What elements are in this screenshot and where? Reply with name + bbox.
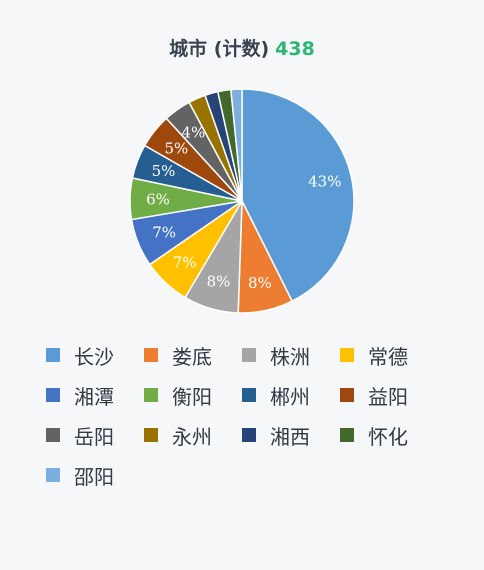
legend-label: 常德 xyxy=(368,344,408,369)
legend-swatch xyxy=(46,388,60,402)
legend-swatch xyxy=(46,468,60,482)
legend-swatch xyxy=(340,388,354,402)
legend-label: 湘西 xyxy=(270,424,310,449)
legend-label: 长沙 xyxy=(74,344,114,369)
slice-data-label-3: 8% xyxy=(207,273,231,291)
legend-swatch xyxy=(340,428,354,442)
legend-label: 郴州 xyxy=(270,384,310,409)
pie-slice-1[interactable] xyxy=(241,88,355,303)
legend-label: 湘潭 xyxy=(74,384,114,409)
legend-item-7[interactable]: 郴州 xyxy=(242,378,310,412)
legend-item-1[interactable]: 长沙 xyxy=(46,338,114,372)
legend-swatch xyxy=(144,348,158,362)
legend-item-13[interactable]: 邵阳 xyxy=(46,458,114,492)
legend-swatch xyxy=(340,348,354,362)
legend-label: 株洲 xyxy=(270,344,310,369)
legend-swatch xyxy=(46,348,60,362)
legend-swatch xyxy=(242,348,256,362)
legend-item-9[interactable]: 岳阳 xyxy=(46,418,114,452)
legend-item-11[interactable]: 湘西 xyxy=(242,418,310,452)
legend-item-8[interactable]: 益阳 xyxy=(340,378,408,412)
legend-swatch xyxy=(46,428,60,442)
slice-data-label-7: 5% xyxy=(152,162,176,180)
slice-data-label-4: 7% xyxy=(173,253,197,271)
chart-title-count: 438 xyxy=(275,38,315,60)
legend-item-2[interactable]: 娄底 xyxy=(144,338,212,372)
slice-data-label-1: 43% xyxy=(308,172,341,190)
legend-label: 娄底 xyxy=(172,344,212,369)
pie-slice-13[interactable] xyxy=(230,88,243,202)
legend-item-4[interactable]: 常德 xyxy=(340,338,408,372)
legend-swatch xyxy=(144,388,158,402)
legend-item-3[interactable]: 株洲 xyxy=(242,338,310,372)
legend-item-6[interactable]: 衡阳 xyxy=(144,378,212,412)
legend-item-12[interactable]: 怀化 xyxy=(340,418,408,452)
legend-swatch xyxy=(144,428,158,442)
slice-data-label-2: 8% xyxy=(248,274,272,292)
legend-swatch xyxy=(242,388,256,402)
slice-data-label-8: 5% xyxy=(165,140,189,158)
legend-item-5[interactable]: 湘潭 xyxy=(46,378,114,412)
legend-label: 邵阳 xyxy=(74,464,114,489)
slice-data-label-5: 7% xyxy=(152,224,176,242)
legend-label: 永州 xyxy=(172,424,212,449)
legend-swatch xyxy=(242,428,256,442)
chart-title: 城市 (计数) 438 xyxy=(0,34,484,61)
legend-label: 岳阳 xyxy=(74,424,114,449)
legend-label: 衡阳 xyxy=(172,384,212,409)
legend-label: 益阳 xyxy=(368,384,408,409)
slice-data-label-9: 4% xyxy=(182,124,206,142)
slice-data-label-6: 6% xyxy=(146,190,170,208)
pie-chart: 43%8%8%7%7%6%5%5%4% xyxy=(129,88,355,314)
legend-label: 怀化 xyxy=(368,424,408,449)
legend-item-10[interactable]: 永州 xyxy=(144,418,212,452)
chart-title-text: 城市 (计数) xyxy=(169,38,270,60)
